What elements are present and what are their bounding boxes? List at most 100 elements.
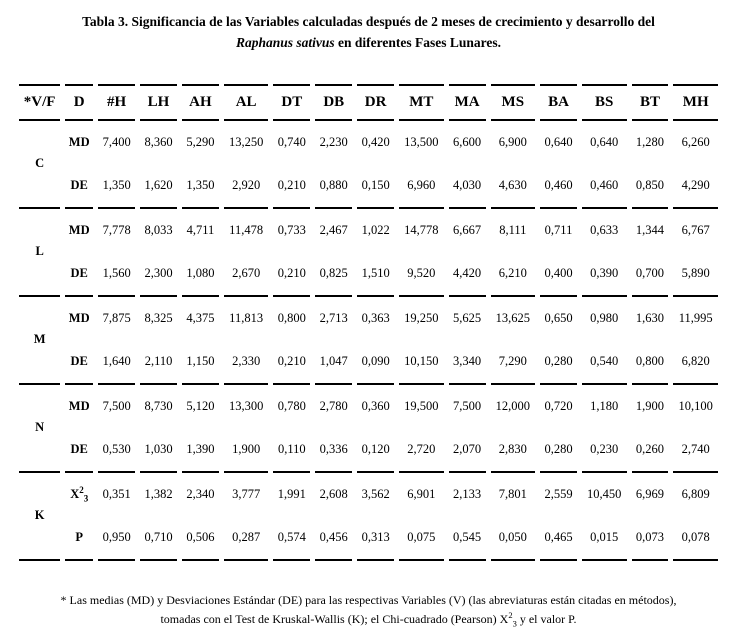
value-cell: 1,030 [140,429,177,473]
value-cell: 7,500 [102,399,131,414]
value-cell: 5,625 [453,311,482,326]
table-title-line2: Raphanus sativus en diferentes Fases Lun… [14,33,723,54]
value-cell: 0,050 [490,517,536,561]
table-row: M MD 7,875 8,325 4,375 11,813 0,800 2,713 0,363 1… [19,297,718,385]
value-cell: 0,800 [631,341,669,385]
value-cell: 0,880 [315,165,353,209]
value-cell: 13,250 [228,135,264,150]
value-cell: 10,450 [587,487,622,502]
header-db: DB [315,83,353,121]
value-cell: 1,630 [635,311,664,326]
footnote-chi-sup: 2 [508,609,513,620]
value-cell: 0,850 [631,165,669,209]
value-cell: 0,110 [273,429,311,473]
value-cell: 0,210 [273,253,311,297]
value-cell: 1,640 [98,341,136,385]
value-cell: 7,875 [102,311,131,326]
value-cell: 11,995 [678,311,713,326]
value-cell: 6,901 [407,487,436,502]
value-cell: 1,150 [181,341,219,385]
value-cell: 0,460 [540,165,577,209]
value-cell: 4,030 [448,165,486,209]
value-cell: 2,070 [448,429,486,473]
value-cell: 0,800 [277,311,306,326]
value-cell: 0,720 [544,399,573,414]
value-cell: 0,460 [581,165,627,209]
value-cell: 13,300 [228,399,264,414]
value-cell: 8,360 [144,135,173,150]
value-cell: 0,700 [631,253,669,297]
header-d: D [65,83,94,121]
value-cell: 0,075 [399,517,444,561]
value-cell: 0,210 [273,165,311,209]
footnote-chi-sub: 3 [512,618,517,629]
group-label: L [19,209,61,297]
value-cell: 2,110 [140,341,177,385]
value-cell: 8,325 [144,311,173,326]
value-cell: 8,033 [144,223,173,238]
table-row: K X23 0,351 1,382 2,340 3,777 1,991 2,608 3,562 6… [19,473,718,561]
header-mt: MT [399,83,444,121]
value-cell: 2,467 [319,223,348,238]
value-cell: 0,287 [223,517,269,561]
value-cell: 6,820 [673,341,718,385]
stat-label: P [65,517,94,561]
stat-base: MD [68,311,90,326]
table-row: DE 1,560 2,300 1,080 2,670 0,210 0,825 1,510 9,5… [19,253,718,297]
value-cell: 0,740 [277,135,306,150]
value-cell: 0,150 [357,165,395,209]
value-cell: 1,991 [277,487,306,502]
stat-label: MD [65,297,93,341]
value-cell: 10,150 [399,341,444,385]
table-title: Tabla 3. Significancia de las Variables … [14,12,723,54]
value-cell: 1,022 [361,223,390,238]
value-cell: 5,120 [186,399,215,414]
value-cell: 14,778 [404,223,439,238]
value-cell: 2,230 [319,135,348,150]
value-cell: 10,100 [678,399,713,414]
value-cell: 2,670 [223,253,269,297]
header-ba: BA [540,83,577,121]
stat-base: DE [70,354,88,369]
value-cell: 2,608 [319,487,348,502]
footnote-line2: tomadas con el Test de Kruskal-Wallis (K… [14,609,723,630]
footnote: * Las medias (MD) y Desviaciones Estánda… [14,591,723,630]
value-cell: 7,290 [490,341,536,385]
value-cell: 0,633 [590,223,619,238]
value-cell: 9,520 [399,253,444,297]
value-cell: 0,465 [540,517,577,561]
value-cell: 13,500 [404,135,439,150]
value-cell: 2,330 [223,341,269,385]
table-row: P 0,950 0,710 0,506 0,287 0,574 0,456 0,313 0,07… [19,517,718,561]
stat-base: X [70,487,80,502]
value-cell: 19,500 [404,399,439,414]
table-row: DE 0,530 1,030 1,390 1,900 0,110 0,336 0,120 2,7… [19,429,718,473]
group-label: C [19,121,61,209]
stat-base: P [75,530,84,545]
header-vf: *V/F [19,83,61,121]
value-cell: 4,420 [448,253,486,297]
value-cell: 0,420 [361,135,390,150]
value-cell: 0,073 [631,517,669,561]
value-cell: 1,080 [181,253,219,297]
value-cell: 0,950 [98,517,136,561]
value-cell: 2,830 [490,429,536,473]
value-cell: 7,500 [453,399,482,414]
header-bs: BS [581,83,627,121]
value-cell: 11,813 [229,311,264,326]
table-title-line2-rest: en diferentes Fases Lunares. [334,34,502,50]
header-ma: MA [448,83,486,121]
value-cell: 1,344 [635,223,664,238]
header-mh: MH [673,83,718,121]
value-cell: 0,650 [544,311,573,326]
value-cell: 1,382 [144,487,173,502]
value-cell: 0,640 [590,135,619,150]
value-cell: 0,574 [273,517,311,561]
value-cell: 1,350 [98,165,136,209]
value-cell: 0,640 [544,135,573,150]
header-h: #H [98,83,136,121]
significance-table: *V/F D #H LH AH AL DT DB DR MT MA MS BA … [14,83,723,561]
value-cell: 0,360 [361,399,390,414]
